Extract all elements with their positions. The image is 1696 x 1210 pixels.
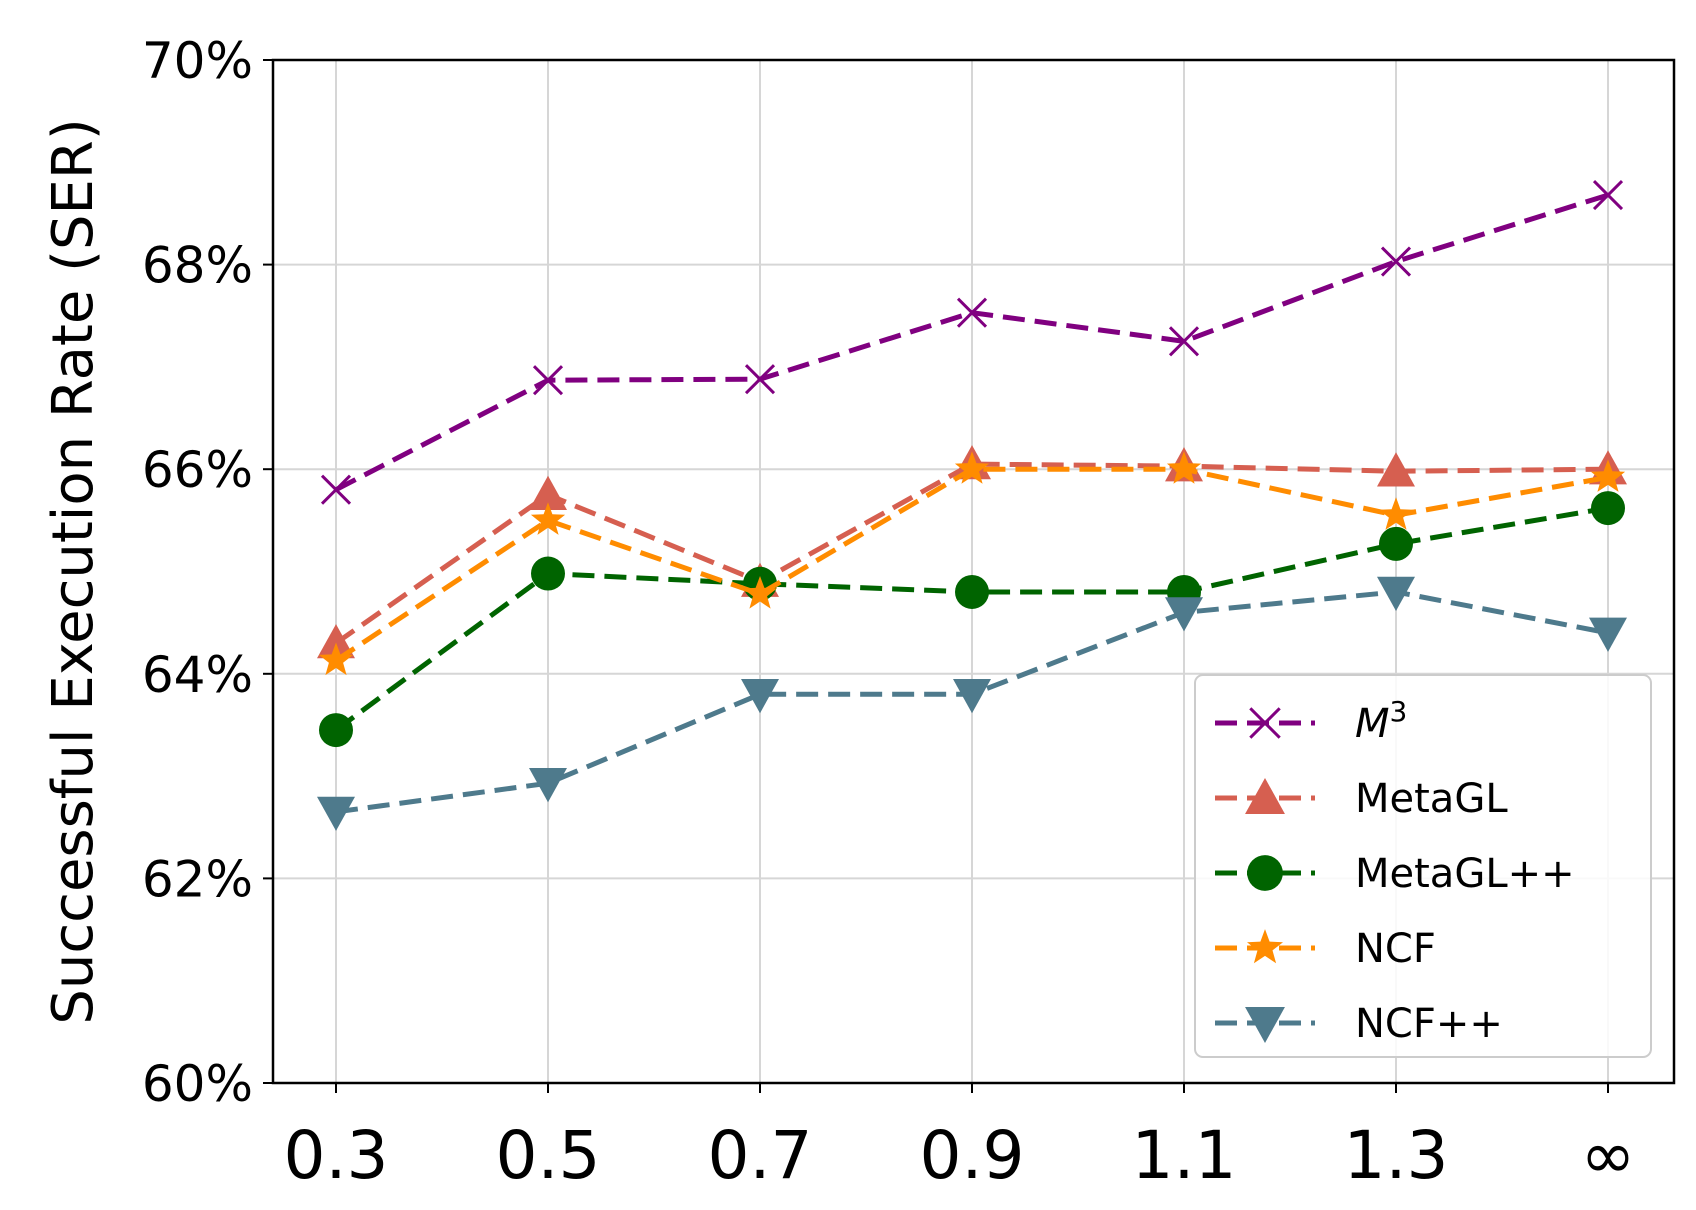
data-point — [956, 297, 988, 328]
plot-frame — [271, 58, 1676, 1085]
data-point — [741, 679, 779, 714]
data-point — [1377, 576, 1415, 611]
y-tick-label: 64% — [142, 646, 253, 704]
data-point — [954, 451, 990, 484]
data-point — [529, 475, 567, 510]
data-point — [532, 365, 564, 396]
legend-item: MetaGL — [1215, 776, 1508, 822]
data-point — [1379, 526, 1413, 561]
data-point — [1245, 778, 1285, 814]
legend-label: MetaGL++ — [1355, 851, 1575, 897]
data-point — [1592, 179, 1624, 211]
data-point — [744, 364, 776, 395]
data-point — [955, 574, 989, 609]
legend-item: M3 — [1215, 695, 1407, 748]
data-point — [1589, 617, 1627, 652]
y-tick-label: 70% — [142, 32, 253, 90]
x-tick-label: 1.3 — [1344, 1117, 1449, 1194]
legend-item: NCF++ — [1215, 1001, 1503, 1047]
legend-item: NCF — [1215, 926, 1436, 972]
series-m — [320, 179, 1624, 505]
data-point — [1377, 452, 1415, 487]
data-point — [1249, 707, 1281, 739]
series-ncf- — [317, 576, 1627, 831]
data-point — [1245, 1007, 1285, 1043]
x-tick-label: ∞ — [1581, 1117, 1636, 1194]
legend-label: MetaGL — [1355, 776, 1508, 822]
y-tick-label: 60% — [142, 1055, 253, 1113]
legend-label: M3 — [1355, 695, 1407, 748]
ticks: 0.3 0.5 0.7 0.9 1.1 1.3 ∞ 60% 62% 64% 66% 68% 70% — [142, 32, 1636, 1194]
data-point — [1247, 929, 1283, 964]
data-point — [1166, 451, 1202, 484]
data-point — [320, 474, 352, 505]
data-point — [530, 502, 566, 535]
data-point — [1378, 497, 1414, 530]
series-layer — [317, 179, 1627, 831]
legend-label: NCF — [1355, 926, 1436, 972]
legend-box — [1194, 674, 1652, 1058]
data-point — [319, 713, 353, 748]
data-point — [953, 679, 991, 714]
data-point — [1590, 459, 1626, 492]
y-axis-label: Successful Execution Rate (SER) — [41, 118, 106, 1024]
x-tick-label: 0.5 — [496, 1117, 601, 1194]
y-tick-label: 66% — [142, 441, 253, 499]
y-tick-label: 68% — [142, 237, 253, 295]
data-point — [1380, 246, 1412, 277]
data-point — [318, 642, 354, 676]
data-point — [742, 576, 778, 609]
legend-item: MetaGL++ — [1215, 851, 1575, 897]
series-ncf — [318, 451, 1626, 676]
x-tick-label: 0.7 — [708, 1117, 813, 1194]
y-tick-label: 62% — [142, 850, 253, 908]
x-tick-label: 0.9 — [920, 1117, 1025, 1194]
x-tick-label: 1.1 — [1132, 1117, 1237, 1194]
data-point — [317, 796, 355, 831]
data-point — [1168, 326, 1200, 357]
data-point — [531, 556, 565, 591]
data-point — [1247, 855, 1283, 891]
data-point — [1165, 597, 1203, 632]
legend-label: NCF++ — [1355, 1001, 1503, 1047]
legend: M3 MetaGL MetaGL++ NCF NCF++ — [1194, 674, 1652, 1058]
data-point — [1591, 491, 1625, 526]
data-point — [529, 768, 567, 803]
data-point — [317, 624, 355, 659]
x-tick-label: 0.3 — [284, 1117, 389, 1194]
